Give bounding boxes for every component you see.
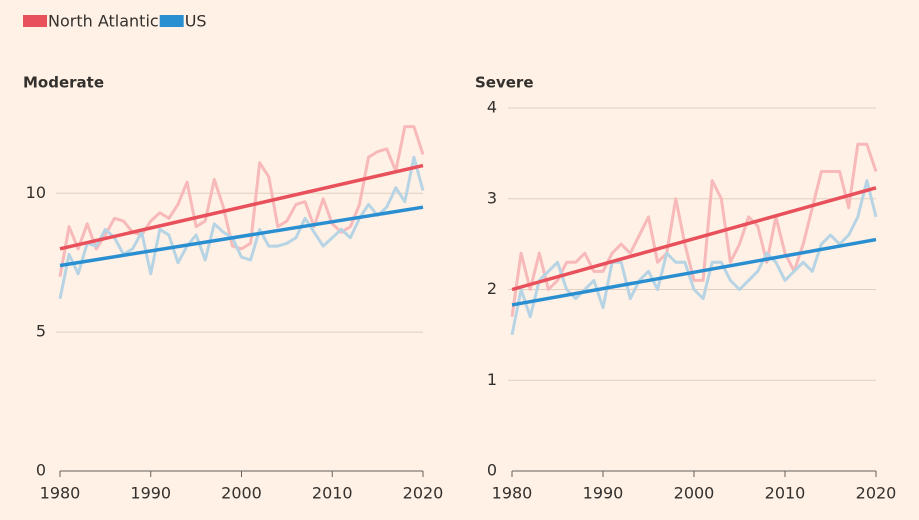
trend-line	[59, 163, 424, 251]
y-tick-label: 0	[487, 461, 497, 480]
raw-line	[58, 155, 425, 300]
trend-line	[511, 237, 877, 307]
raw-line	[510, 142, 878, 317]
x-tick-label: 1980	[492, 484, 533, 503]
y-tick-label: 10	[26, 183, 46, 202]
y-tick-label: 5	[36, 322, 46, 341]
x-tick-label: 1980	[40, 484, 81, 503]
y-tick-label: 2	[487, 279, 497, 298]
x-tick-label: 2020	[856, 484, 897, 503]
legend-label: North Atlantic	[48, 12, 159, 31]
y-tick-label: 3	[487, 188, 497, 207]
y-tick-label: 4	[487, 98, 497, 117]
x-tick-label: 2020	[403, 484, 444, 503]
trend-line	[511, 186, 877, 292]
x-tick-label: 2000	[221, 484, 262, 503]
legend-label: US	[185, 12, 207, 31]
raw-line	[58, 125, 425, 277]
y-tick-label: 1	[487, 370, 497, 389]
x-tick-label: 1990	[130, 484, 171, 503]
panel-title: Moderate	[23, 74, 104, 92]
legend-swatch	[159, 15, 184, 27]
y-tick-label: 0	[36, 461, 46, 480]
legend-swatch	[23, 15, 47, 27]
panel-title: Severe	[475, 74, 534, 92]
x-tick-label: 1990	[583, 484, 624, 503]
trend-line	[59, 205, 424, 268]
x-tick-label: 2000	[674, 484, 715, 503]
x-tick-label: 2010	[312, 484, 353, 503]
x-tick-label: 2010	[765, 484, 806, 503]
